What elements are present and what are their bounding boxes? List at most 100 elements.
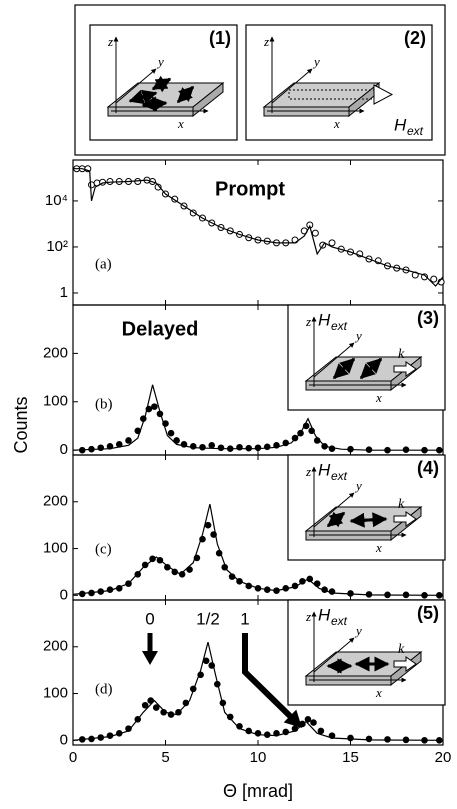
data-point bbox=[106, 177, 114, 185]
data-point bbox=[365, 735, 373, 743]
x-label: x bbox=[375, 685, 382, 700]
data-point bbox=[310, 719, 317, 726]
k-arrow bbox=[393, 361, 417, 377]
inset: z y x (1) bbox=[89, 24, 238, 141]
y-label: y bbox=[354, 328, 362, 343]
inset-label: (1) bbox=[209, 28, 231, 48]
panel-label: (c) bbox=[95, 541, 112, 557]
inset: z y x (3) k H ext bbox=[287, 304, 446, 411]
y-axis bbox=[115, 68, 157, 104]
field-label: H bbox=[318, 605, 331, 624]
y-axis bbox=[313, 637, 355, 673]
data-point bbox=[154, 183, 162, 191]
z-label: z bbox=[305, 464, 311, 479]
y-tick-label: 0 bbox=[60, 731, 68, 748]
x-label: x bbox=[375, 540, 382, 555]
moment-arrow bbox=[151, 75, 171, 91]
inset-label: (5) bbox=[417, 603, 439, 623]
top-inset-frame bbox=[74, 4, 446, 156]
x-label: x bbox=[177, 116, 184, 131]
x-tick-label: 5 bbox=[161, 749, 169, 766]
inset-label: (4) bbox=[417, 458, 439, 478]
data-point bbox=[291, 236, 299, 244]
x-label: x bbox=[375, 390, 382, 405]
data-point bbox=[254, 444, 262, 452]
y-axis-label: Counts bbox=[11, 396, 31, 453]
y-tick-label: 0 bbox=[60, 586, 68, 603]
magnetization-head bbox=[373, 84, 394, 105]
data-point bbox=[226, 713, 234, 721]
y-label: y bbox=[312, 54, 320, 69]
model-line bbox=[72, 384, 443, 451]
field-label: H bbox=[394, 115, 407, 134]
data-point bbox=[208, 442, 216, 449]
order-label: 1 bbox=[240, 609, 249, 628]
x-tick-label: 15 bbox=[342, 749, 359, 766]
k-label: k bbox=[398, 642, 405, 657]
z-label: z bbox=[107, 34, 113, 49]
z-label: z bbox=[263, 34, 269, 49]
model-line bbox=[73, 168, 444, 287]
y-tick-label: 10² bbox=[46, 238, 68, 255]
moment-arrow bbox=[176, 85, 195, 104]
k-label: k bbox=[398, 347, 405, 362]
data-point bbox=[149, 555, 156, 563]
inset: z y x (4) k H ext bbox=[287, 454, 446, 561]
k-arrow bbox=[393, 511, 417, 527]
model-line bbox=[72, 503, 444, 596]
data-point bbox=[311, 229, 319, 237]
y-axis bbox=[271, 68, 313, 104]
data-point bbox=[430, 275, 438, 283]
data-point bbox=[141, 701, 149, 709]
inset: z y x (2) H ext bbox=[245, 24, 433, 141]
data-point bbox=[421, 273, 428, 281]
field-subscript: ext bbox=[331, 469, 348, 483]
x-axis-label: Θ [mrad] bbox=[223, 781, 293, 801]
z-label: z bbox=[305, 314, 311, 329]
field-subscript: ext bbox=[331, 614, 348, 628]
y-tick-label: 100 bbox=[43, 685, 68, 702]
order-label: 1/2 bbox=[196, 609, 220, 628]
moment-arrow bbox=[359, 357, 383, 380]
order-label: 0 bbox=[145, 609, 154, 628]
inset-label: (2) bbox=[404, 28, 426, 48]
data-point bbox=[384, 736, 391, 743]
y-label: y bbox=[354, 623, 362, 638]
panel-annotation: Prompt bbox=[215, 178, 285, 200]
model-line bbox=[72, 641, 444, 741]
data-point bbox=[182, 699, 190, 707]
moment-arrow bbox=[349, 512, 387, 528]
y-tick-label: 100 bbox=[43, 540, 68, 557]
data-point bbox=[204, 521, 212, 529]
y-tick-label: 200 bbox=[43, 344, 68, 361]
x-tick-label: 10 bbox=[250, 749, 267, 766]
y-label: y bbox=[156, 54, 164, 69]
k-arrow bbox=[393, 656, 417, 672]
panel-label: (b) bbox=[95, 396, 113, 412]
data-point bbox=[199, 443, 206, 451]
y-tick-label: 0 bbox=[60, 441, 68, 458]
slab-side bbox=[192, 81, 224, 118]
data-point bbox=[147, 697, 154, 704]
y-tick-label: 1 bbox=[60, 284, 68, 301]
inset-label: (3) bbox=[417, 308, 439, 328]
data-point bbox=[125, 437, 132, 444]
d-arrows bbox=[142, 633, 302, 728]
moment-arrow bbox=[141, 96, 167, 112]
y-tick-label: 10⁴ bbox=[45, 192, 68, 209]
field-subscript: ext bbox=[331, 319, 348, 333]
data-point bbox=[217, 444, 225, 452]
panel-annotation: Delayed bbox=[122, 318, 199, 340]
panel-label: (d) bbox=[95, 681, 113, 697]
k-label: k bbox=[398, 497, 405, 512]
y-tick-label: 200 bbox=[43, 638, 68, 655]
y-tick-label: 200 bbox=[43, 493, 68, 510]
data-point bbox=[328, 239, 336, 247]
x-tick-label: 20 bbox=[435, 749, 452, 766]
data-point bbox=[304, 715, 312, 723]
y-label: y bbox=[354, 478, 362, 493]
data-point bbox=[151, 403, 158, 410]
y-axis bbox=[313, 342, 355, 378]
x-label: x bbox=[333, 116, 340, 131]
